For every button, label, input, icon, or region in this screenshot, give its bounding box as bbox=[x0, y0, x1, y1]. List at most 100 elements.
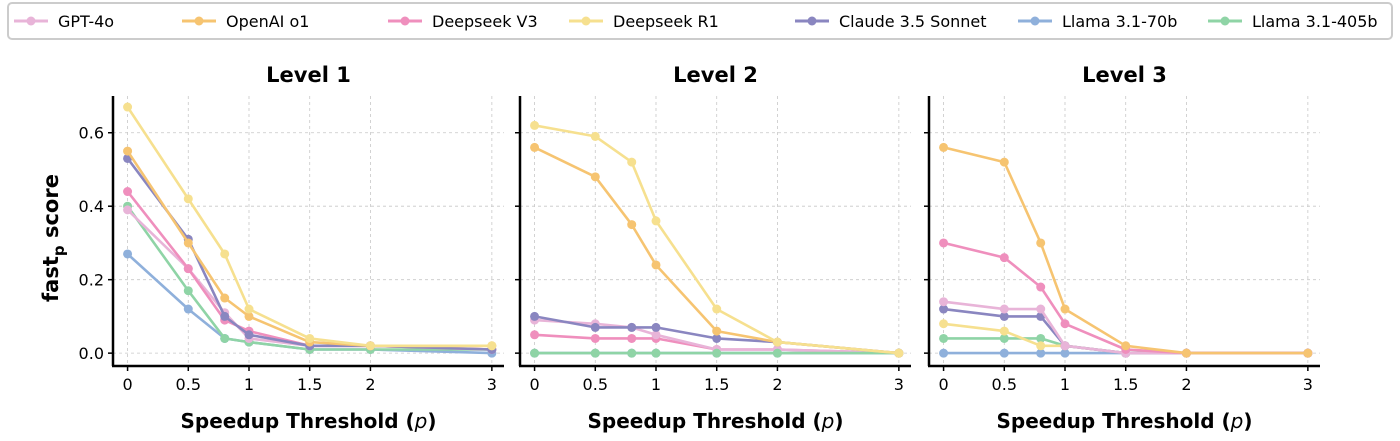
panel: Level 1 0 0.5 1 1.5 2 3 0.0 0.2 0.4 0.6 Speedup Thr… bbox=[79, 63, 504, 433]
y-axis-label-subscript: p bbox=[50, 245, 68, 256]
x-axis-label-main: Speedup Threshold ( bbox=[588, 409, 822, 433]
legend-label: Deepseek V3 bbox=[432, 12, 538, 31]
data-point bbox=[999, 311, 1009, 321]
x-axis-label-variable: p bbox=[414, 409, 428, 433]
y-axis-label: fastp score bbox=[39, 174, 68, 302]
data-point bbox=[244, 330, 254, 340]
series-line bbox=[943, 146, 1308, 355]
data-point bbox=[939, 319, 949, 329]
y-tick-label: 0.6 bbox=[79, 124, 104, 143]
x-axis-label-variable: p bbox=[821, 409, 835, 433]
data-point bbox=[1036, 304, 1046, 314]
data-point bbox=[939, 297, 949, 307]
data-point bbox=[123, 187, 133, 197]
data-point bbox=[1036, 341, 1046, 351]
data-point bbox=[1121, 341, 1131, 351]
legend-marker bbox=[807, 16, 817, 26]
legend-label: Llama 3.1-405b bbox=[1252, 12, 1378, 31]
x-tick-label: 0.5 bbox=[176, 375, 201, 394]
legend-entry: Deepseek R1 bbox=[569, 12, 719, 31]
series bbox=[939, 142, 1313, 358]
legend-entry: Llama 3.1-405b bbox=[1208, 12, 1378, 31]
data-point bbox=[183, 286, 193, 296]
legend-label: Llama 3.1-70b bbox=[1062, 12, 1177, 31]
data-point bbox=[627, 348, 637, 358]
data-point bbox=[627, 220, 637, 230]
legend-label: Claude 3.5 Sonnet bbox=[839, 12, 987, 31]
legend-marker bbox=[1220, 16, 1230, 26]
x-axis-label-tail: ) bbox=[1243, 409, 1252, 433]
data-point bbox=[999, 157, 1009, 167]
series bbox=[939, 238, 1313, 358]
x-tick-label: 2 bbox=[1181, 375, 1191, 394]
data-point bbox=[712, 348, 722, 358]
x-tick-label: 3 bbox=[487, 375, 497, 394]
x-axis-label-main: Speedup Threshold ( bbox=[997, 409, 1231, 433]
series bbox=[530, 348, 904, 358]
y-tick-label: 0.2 bbox=[79, 271, 104, 290]
data-point bbox=[939, 348, 949, 358]
data-point bbox=[305, 333, 315, 343]
data-point bbox=[999, 304, 1009, 314]
data-point bbox=[999, 333, 1009, 343]
legend-entry: Claude 3.5 Sonnet bbox=[795, 12, 987, 31]
data-point bbox=[590, 348, 600, 358]
data-point bbox=[712, 333, 722, 343]
x-axis-label-tail: ) bbox=[427, 409, 436, 433]
data-point bbox=[590, 172, 600, 182]
data-point bbox=[590, 131, 600, 141]
data-point bbox=[1036, 333, 1046, 343]
series-line bbox=[126, 106, 492, 348]
panel: Level 3 0 0.5 1 1.5 2 3 Speedup Threshold (p) bbox=[924, 63, 1320, 433]
legend-marker bbox=[1030, 16, 1040, 26]
data-point bbox=[1036, 348, 1046, 358]
data-point bbox=[939, 304, 949, 314]
y-axis-label-main: fast bbox=[39, 256, 63, 302]
data-point bbox=[894, 348, 904, 358]
data-point bbox=[183, 238, 193, 248]
data-point bbox=[1036, 282, 1046, 292]
x-tick-label: 2 bbox=[772, 375, 782, 394]
legend-marker bbox=[581, 16, 591, 26]
data-point bbox=[627, 157, 637, 167]
legend-entry: Llama 3.1-70b bbox=[1018, 12, 1177, 31]
x-tick-label: 0 bbox=[529, 375, 539, 394]
x-tick-label: 0.5 bbox=[583, 375, 608, 394]
data-point bbox=[712, 326, 722, 336]
legend-marker bbox=[26, 16, 36, 26]
series bbox=[123, 102, 497, 351]
data-point bbox=[999, 326, 1009, 336]
data-point bbox=[999, 253, 1009, 263]
data-point bbox=[1060, 348, 1070, 358]
legend-label: Deepseek R1 bbox=[613, 12, 719, 31]
legend-label: OpenAI o1 bbox=[226, 12, 309, 31]
data-point bbox=[712, 304, 722, 314]
data-point bbox=[651, 348, 661, 358]
data-point bbox=[1060, 319, 1070, 329]
data-point bbox=[999, 348, 1009, 358]
y-tick-label: 0.0 bbox=[79, 344, 104, 363]
x-tick-label: 2 bbox=[365, 375, 375, 394]
panels: Level 1 0 0.5 1 1.5 2 3 0.0 0.2 0.4 0.6 Speedup Thr… bbox=[79, 63, 1320, 433]
panel-title: Level 1 bbox=[266, 63, 351, 87]
data-point bbox=[123, 205, 133, 215]
x-tick-label: 1 bbox=[244, 375, 254, 394]
x-tick-label: 0 bbox=[122, 375, 132, 394]
data-point bbox=[651, 330, 661, 340]
data-point bbox=[244, 311, 254, 321]
panel-title: Level 2 bbox=[673, 63, 758, 87]
data-point bbox=[651, 322, 661, 332]
x-tick-label: 1.5 bbox=[704, 375, 729, 394]
legend-entry: GPT-4o bbox=[14, 12, 114, 31]
data-point bbox=[530, 142, 540, 152]
data-point bbox=[772, 348, 782, 358]
legend-box bbox=[7, 2, 1393, 40]
data-point bbox=[939, 142, 949, 152]
data-point bbox=[627, 322, 637, 332]
data-point bbox=[183, 194, 193, 204]
legend-label: GPT-4o bbox=[58, 12, 114, 31]
data-point bbox=[487, 341, 497, 351]
x-axis-label-tail: ) bbox=[834, 409, 843, 433]
data-point bbox=[220, 249, 230, 259]
series bbox=[530, 120, 904, 358]
